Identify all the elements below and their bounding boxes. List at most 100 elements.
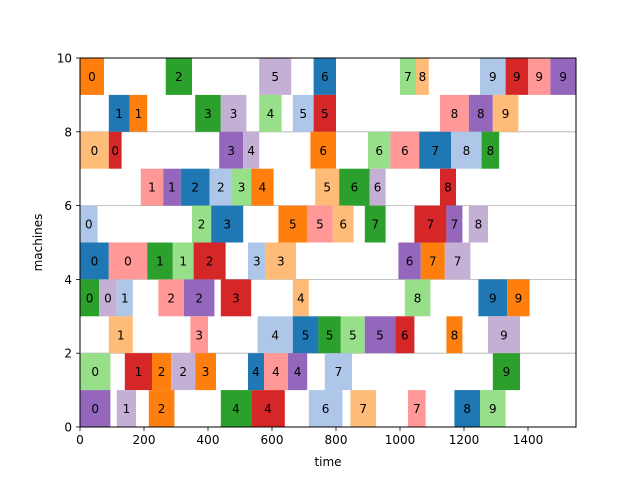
task-bar	[108, 242, 148, 280]
task-bar	[368, 131, 391, 169]
task-bar	[318, 316, 341, 354]
task-bar-label: 5	[326, 328, 334, 342]
task-bar	[99, 279, 117, 317]
task-bar	[163, 168, 181, 206]
task-bar	[440, 168, 456, 206]
y-tick-label: 6	[64, 199, 72, 213]
task-bar	[165, 58, 192, 95]
task-bar	[172, 242, 194, 280]
task-bar-label: 3	[227, 144, 235, 158]
task-bar	[492, 94, 519, 132]
task-bar-label: 0	[91, 254, 99, 268]
task-bar-label: 7	[427, 218, 435, 232]
x-axis-label: time	[314, 455, 341, 469]
task-bar-label: 1	[148, 181, 156, 195]
task-bar-label: 6	[321, 70, 329, 84]
task-bar	[219, 131, 244, 169]
task-bar	[313, 58, 336, 95]
task-bar-label: 6	[339, 218, 347, 232]
task-bar-label: 5	[299, 107, 307, 121]
task-bar	[550, 58, 576, 95]
task-bar-label: 4	[252, 365, 260, 379]
task-bar-label: 1	[121, 291, 129, 305]
task-bar	[116, 279, 133, 317]
task-bar-label: 8	[444, 181, 452, 195]
task-bar	[80, 58, 104, 95]
x-tick-label: 0	[76, 433, 84, 447]
task-bar-label: 3	[230, 107, 238, 121]
task-bar	[408, 390, 426, 427]
task-bar-label: 9	[503, 365, 511, 379]
task-bar	[481, 131, 500, 169]
task-bar-label: 0	[111, 144, 119, 158]
task-bar-label: 0	[104, 291, 112, 305]
task-bar	[292, 316, 319, 354]
x-tick-label: 1400	[513, 433, 544, 447]
task-bar-label: 2	[175, 70, 183, 84]
task-bar	[310, 131, 336, 169]
task-bar	[259, 58, 292, 95]
x-tick-label: 800	[325, 433, 348, 447]
task-bar-label: 1	[123, 402, 131, 416]
task-bar	[108, 316, 133, 354]
task-bar-label: 9	[513, 70, 521, 84]
task-bar-label: 0	[91, 402, 99, 416]
task-bar	[80, 353, 111, 391]
task-bar-label: 2	[198, 218, 206, 232]
task-bar-label: 8	[475, 218, 483, 232]
task-bar-label: 4	[247, 144, 255, 158]
task-bar-label: 0	[85, 218, 93, 232]
task-bar	[480, 390, 506, 427]
task-bar-label: 7	[451, 218, 459, 232]
task-bar	[332, 205, 354, 243]
task-bar	[108, 131, 122, 169]
task-bar-label: 8	[414, 291, 422, 305]
task-bar-label: 6	[401, 144, 409, 158]
task-bar-label: 3	[223, 218, 231, 232]
task-bar	[468, 205, 488, 243]
task-bar	[257, 316, 293, 354]
task-bar-label: 8	[463, 402, 471, 416]
task-bar-label: 7	[429, 254, 437, 268]
task-bar-label: 6	[319, 144, 327, 158]
task-bar	[313, 94, 336, 132]
task-bar	[184, 279, 215, 317]
task-bar-label: 7	[335, 365, 343, 379]
task-bar	[480, 58, 506, 95]
task-bar-label: 2	[195, 291, 203, 305]
task-bar	[288, 353, 308, 391]
task-bar-label: 0	[86, 291, 94, 305]
task-bar	[158, 279, 184, 317]
task-bar	[307, 205, 333, 243]
task-bar	[400, 58, 416, 95]
y-tick-label: 4	[64, 273, 72, 287]
task-bar-label: 5	[302, 328, 310, 342]
task-bar	[80, 279, 100, 317]
task-bar	[124, 353, 152, 391]
task-bar-label: 1	[135, 365, 143, 379]
task-bar-label: 5	[289, 218, 297, 232]
task-bar	[404, 279, 431, 317]
task-bar-label: 9	[489, 291, 497, 305]
task-bar	[308, 390, 343, 427]
task-bar	[243, 131, 260, 169]
task-bar-label: 5	[321, 107, 329, 121]
task-bar-label: 5	[271, 70, 279, 84]
task-bar-label: 7	[404, 70, 412, 84]
task-bar	[251, 168, 274, 206]
task-bar-label: 1	[168, 181, 176, 195]
task-bar-label: 9	[515, 291, 523, 305]
task-bar	[129, 94, 148, 132]
task-bar-label: 8	[487, 144, 495, 158]
task-bar	[505, 58, 528, 95]
task-bar-label: 1	[117, 328, 125, 342]
task-bar	[248, 242, 266, 280]
task-bar-label: 0	[91, 144, 99, 158]
task-bar	[209, 168, 232, 206]
task-bar	[395, 316, 415, 354]
task-bar-label: 2	[158, 365, 166, 379]
task-bar-label: 8	[419, 70, 427, 84]
task-bar	[220, 390, 252, 427]
task-bar	[192, 205, 212, 243]
task-bar-label: 4	[259, 181, 267, 195]
